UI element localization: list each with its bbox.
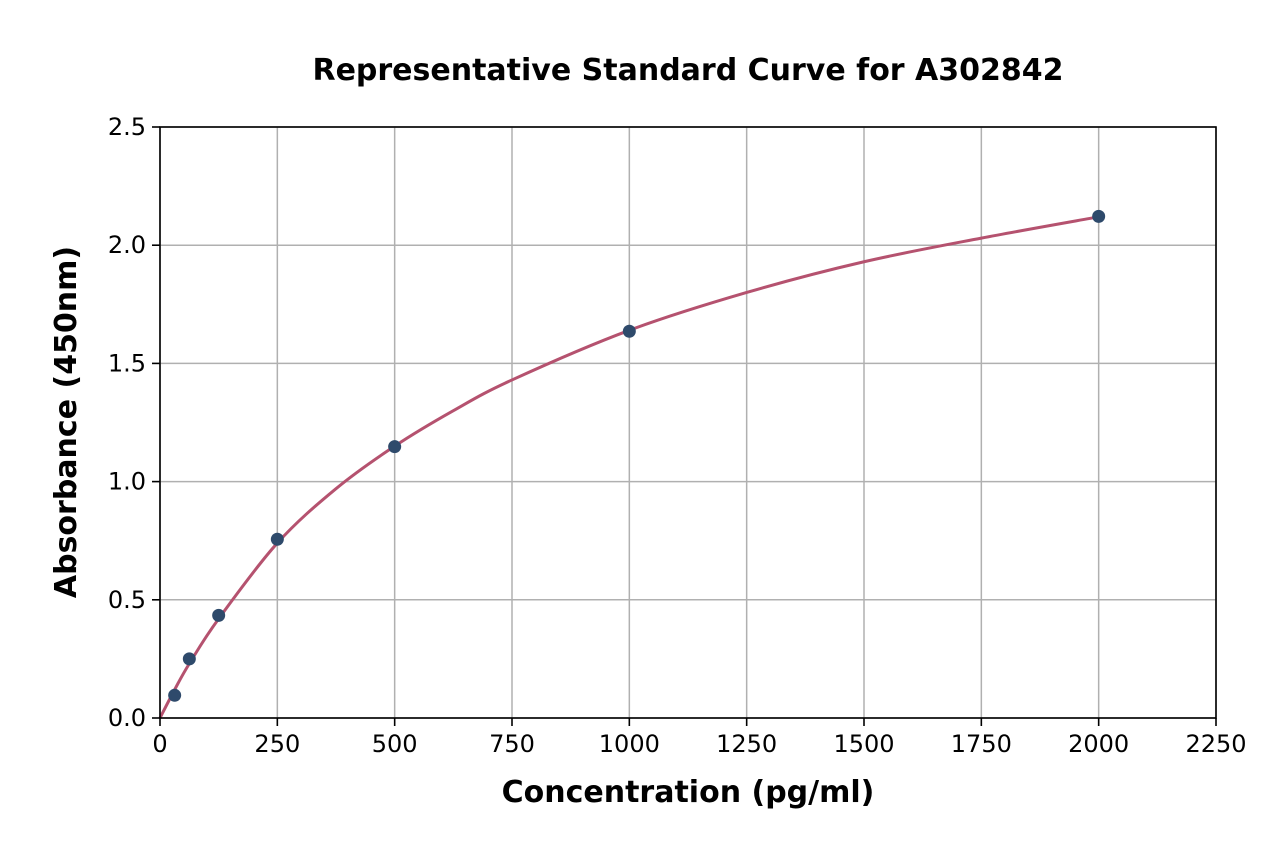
y-tick-label: 2.5	[108, 113, 146, 141]
data-point	[388, 440, 402, 454]
plot-frame	[159, 126, 1217, 719]
y-tick-label: 1.5	[108, 349, 146, 377]
y-tick-label: 0.0	[108, 704, 146, 732]
x-axis-label: Concentration (pg/ml)	[502, 775, 875, 810]
data-point	[270, 532, 284, 546]
tick-labels: 0 250 500 750 1000 1250 1500 1750 2000 2250 0.0 0.5…	[108, 113, 1247, 758]
chart-title: Representative Standard Curve for A30284…	[312, 53, 1063, 88]
data-point	[622, 324, 636, 338]
x-tick-label: 2000	[1068, 730, 1129, 758]
axes	[152, 126, 1217, 726]
x-tick-label: 250	[254, 730, 300, 758]
x-tick-label: 0	[152, 730, 167, 758]
x-tick-label: 1750	[951, 730, 1012, 758]
data-point	[182, 652, 196, 666]
data-point	[1092, 209, 1106, 223]
y-axis-label: Absorbance (450nm)	[49, 246, 84, 598]
x-tick-label: 500	[372, 730, 418, 758]
grid	[159, 126, 1217, 719]
y-tick-label: 0.5	[108, 586, 146, 614]
x-tick-label: 1500	[833, 730, 894, 758]
fitted-curve	[158, 215, 1099, 719]
y-tick-label: 1.0	[108, 468, 146, 496]
data-points-layer	[168, 209, 1106, 702]
x-tick-label: 2250	[1185, 730, 1246, 758]
y-tick-label: 2.0	[108, 231, 146, 259]
fitted-curve-layer	[158, 215, 1099, 719]
x-tick-label: 1250	[716, 730, 777, 758]
data-point	[168, 688, 182, 702]
x-tick-label: 750	[489, 730, 535, 758]
data-point	[212, 608, 226, 622]
x-tick-label: 1000	[599, 730, 660, 758]
